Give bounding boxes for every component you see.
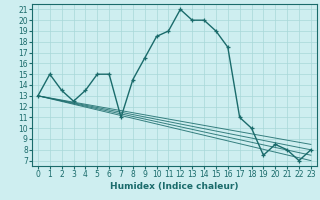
X-axis label: Humidex (Indice chaleur): Humidex (Indice chaleur) bbox=[110, 182, 239, 191]
